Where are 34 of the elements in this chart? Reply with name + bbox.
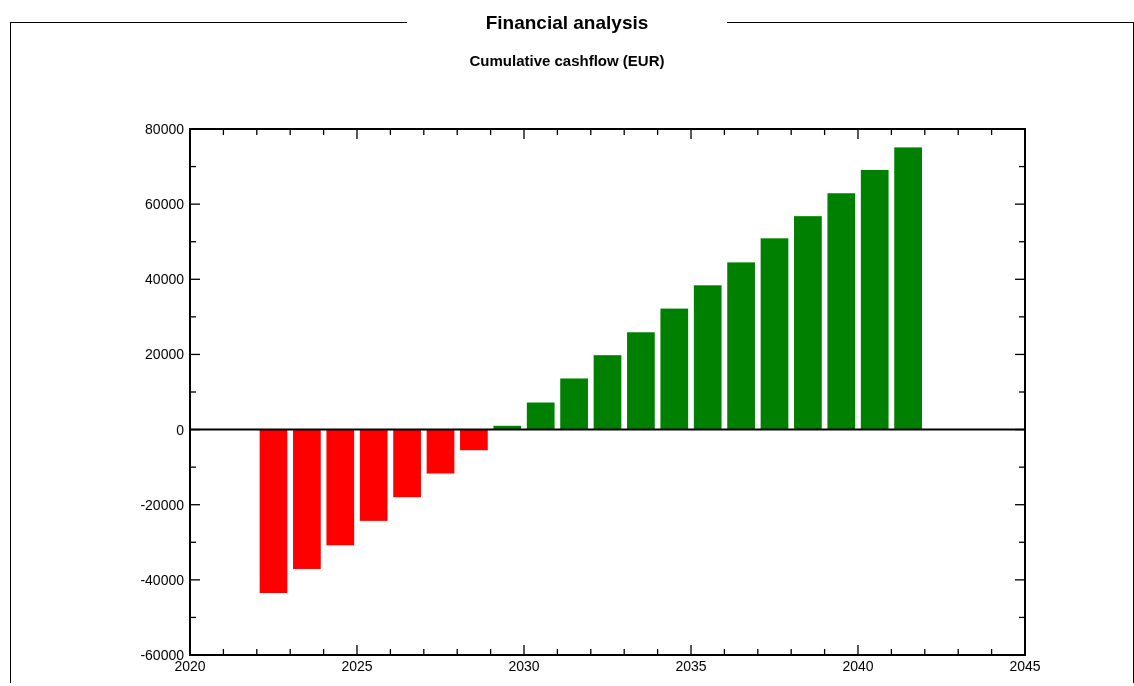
y-tick-label: -20000	[140, 496, 185, 513]
bar	[627, 332, 655, 430]
bar	[426, 429, 455, 474]
bar	[393, 429, 421, 498]
y-tick-label: 60000	[145, 196, 185, 213]
x-tick-label: 2040	[842, 658, 874, 674]
x-tick-label: 2030	[508, 658, 540, 674]
x-tick-label: 2025	[341, 658, 373, 674]
bar	[760, 238, 789, 430]
y-tick-label: 0	[176, 421, 185, 438]
bar	[359, 429, 388, 521]
y-tick-label: 40000	[145, 271, 185, 288]
bar	[259, 429, 288, 594]
bar	[593, 355, 622, 430]
y-tick-label: -40000	[140, 571, 185, 588]
bar	[293, 429, 321, 569]
bar	[660, 308, 689, 430]
bar	[326, 429, 355, 546]
bar	[827, 193, 856, 430]
y-tick-label: 80000	[145, 121, 185, 137]
bar	[460, 429, 488, 451]
bar	[560, 378, 588, 430]
y-tick-label: 20000	[145, 346, 185, 363]
bar	[727, 262, 755, 430]
bar	[794, 216, 822, 430]
x-tick-label: 2045	[1009, 658, 1041, 674]
x-tick-label: 2035	[675, 658, 707, 674]
bar	[860, 169, 889, 430]
bar	[693, 285, 722, 430]
chart-title: Financial analysis	[485, 12, 649, 33]
chart-subtitle: Cumulative cashflow (EUR)	[469, 52, 665, 69]
y-tick-label: -60000	[140, 647, 185, 663]
bar	[526, 402, 555, 430]
bar	[894, 147, 922, 430]
